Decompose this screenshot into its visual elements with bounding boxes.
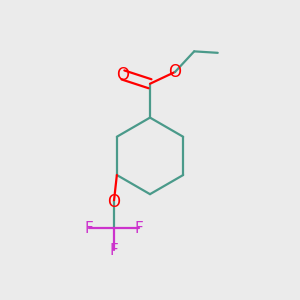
Text: O: O	[169, 63, 182, 81]
Text: O: O	[116, 66, 129, 84]
Text: F: F	[110, 243, 118, 258]
Text: F: F	[135, 220, 143, 236]
Text: O: O	[107, 193, 120, 211]
Text: F: F	[85, 220, 93, 236]
